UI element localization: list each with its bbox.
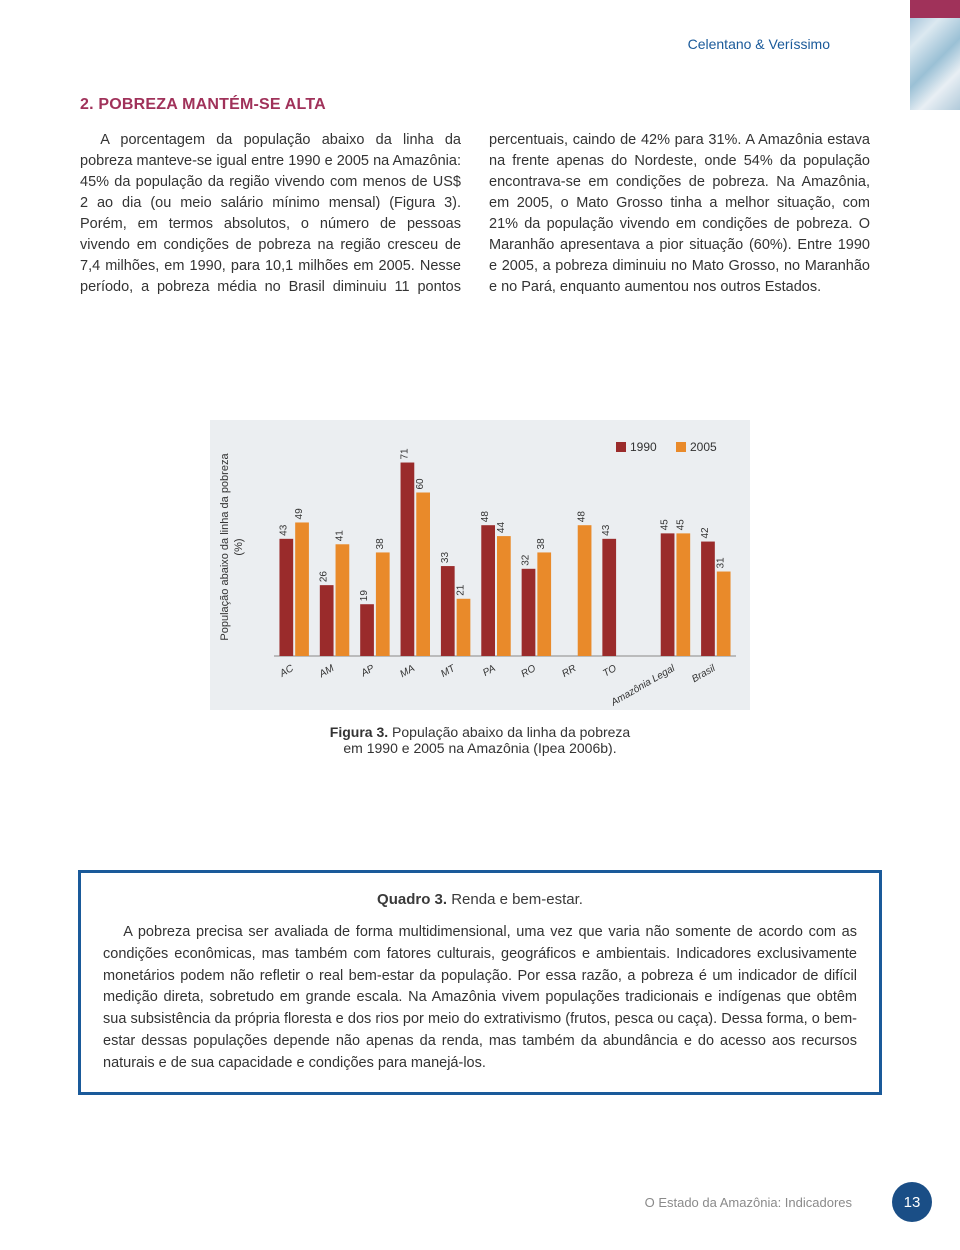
svg-text:43: 43 (278, 524, 289, 536)
poverty-chart: 4349AC2641AM1938AP7160MA3321MT4844PA3238… (210, 420, 750, 710)
svg-text:19: 19 (359, 590, 370, 602)
svg-text:26: 26 (319, 571, 330, 583)
box-title-rest: Renda e bem-estar. (447, 891, 583, 908)
chart-caption: Figura 3. População abaixo da linha da p… (210, 724, 750, 756)
svg-text:2005: 2005 (690, 440, 717, 454)
chart-caption-bold: Figura 3. (330, 724, 388, 740)
box-body: A pobreza precisa ser avaliada de forma … (103, 922, 857, 1074)
svg-text:45: 45 (675, 519, 686, 531)
svg-text:41: 41 (334, 530, 345, 542)
svg-text:45: 45 (660, 519, 671, 531)
info-box: Quadro 3. Renda e bem-estar. A pobreza p… (78, 870, 882, 1095)
svg-text:48: 48 (480, 511, 491, 523)
svg-text:(%): (%) (233, 538, 245, 555)
svg-text:44: 44 (496, 522, 507, 534)
svg-text:71: 71 (399, 448, 410, 460)
svg-text:1990: 1990 (630, 440, 657, 454)
body-text: A porcentagem da população abaixo da lin… (80, 130, 870, 298)
svg-text:38: 38 (375, 538, 386, 550)
svg-text:31: 31 (716, 557, 727, 569)
box-title: Quadro 3. Renda e bem-estar. (103, 891, 857, 908)
svg-text:21: 21 (455, 584, 466, 596)
svg-text:33: 33 (440, 552, 451, 564)
page: Celentano & Veríssimo 2. POBREZA MANTÉM-… (0, 0, 960, 1250)
svg-text:48: 48 (577, 511, 588, 523)
chart-svg: 4349AC2641AM1938AP7160MA3321MT4844PA3238… (210, 420, 750, 710)
svg-text:32: 32 (521, 554, 532, 566)
svg-text:População abaixo da linha da p: População abaixo da linha da pobreza (219, 453, 231, 641)
section-heading: 2. POBREZA MANTÉM-SE ALTA (80, 96, 326, 114)
svg-text:60: 60 (415, 478, 426, 490)
svg-text:49: 49 (294, 508, 305, 520)
page-number-badge: 13 (892, 1182, 932, 1222)
svg-text:43: 43 (601, 524, 612, 536)
svg-text:38: 38 (536, 538, 547, 550)
side-stripe-accent (910, 0, 960, 18)
header-authors: Celentano & Veríssimo (688, 36, 830, 52)
body-paragraph: A porcentagem da população abaixo da lin… (80, 130, 870, 298)
svg-text:42: 42 (700, 527, 711, 539)
footer-title: O Estado da Amazônia: Indicadores (645, 1195, 852, 1210)
box-title-bold: Quadro 3. (377, 891, 447, 908)
